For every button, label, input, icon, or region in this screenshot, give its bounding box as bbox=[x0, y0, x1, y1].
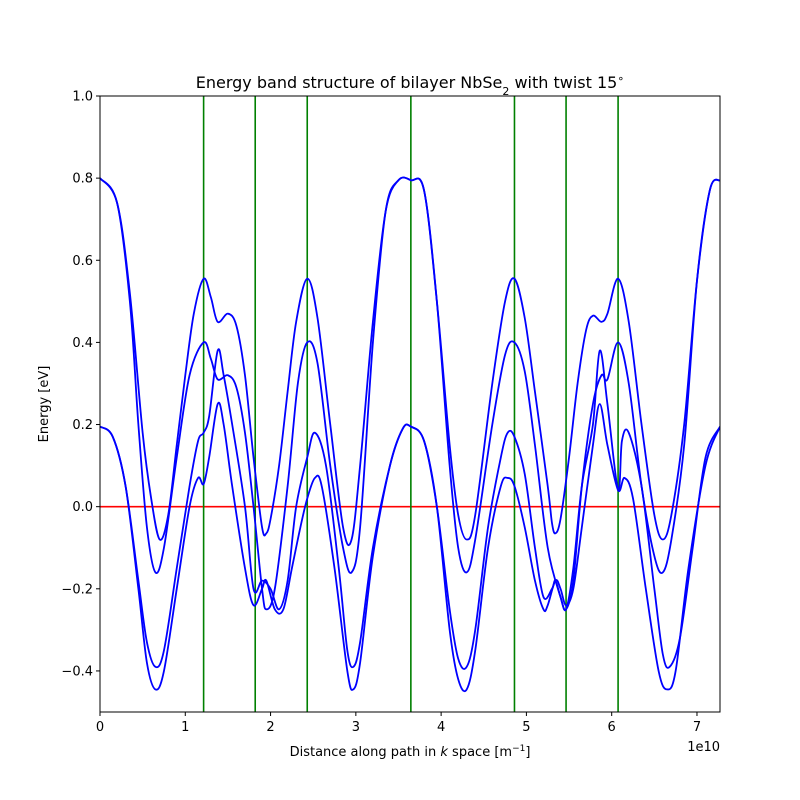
y-tick-label: −0.4 bbox=[61, 664, 93, 679]
y-axis-ticks: −0.4 −0.2 0.0 0.2 0.4 0.6 0.8 1.0 bbox=[61, 90, 100, 679]
chart-title-subscript: 2 bbox=[502, 85, 509, 98]
y-tick-label: −0.2 bbox=[61, 582, 93, 597]
y-tick-label: 0.6 bbox=[72, 254, 93, 269]
x-axis-label-exponent: −1 bbox=[512, 744, 525, 754]
x-tick-label: 3 bbox=[352, 720, 360, 735]
chart-title-degree: ∘ bbox=[617, 72, 624, 85]
x-axis-label-space: space [m bbox=[448, 745, 512, 760]
x-axis-label-prefix: Distance along path in bbox=[290, 745, 441, 760]
x-tick-label: 5 bbox=[522, 720, 530, 735]
x-tick-label: 4 bbox=[437, 720, 445, 735]
x-tick-label: 6 bbox=[608, 720, 616, 735]
x-offset-label: 1e10 bbox=[687, 740, 720, 755]
plot-area bbox=[100, 96, 720, 712]
x-tick-label: 0 bbox=[96, 720, 104, 735]
x-axis-label-suffix: ] bbox=[525, 745, 530, 760]
x-tick-label: 7 bbox=[693, 720, 701, 735]
x-axis-label: Distance along path in k space [m−1] bbox=[290, 744, 531, 760]
y-tick-label: 0.0 bbox=[72, 500, 93, 515]
chart-title-suffix: with twist 15 bbox=[509, 73, 617, 92]
y-axis-label: Energy [eV] bbox=[37, 366, 52, 443]
energy-band-4 bbox=[100, 401, 720, 693]
energy-band-2 bbox=[100, 176, 720, 611]
x-tick-label: 2 bbox=[266, 720, 274, 735]
chart-title: Energy band structure of bilayer NbSe2 w… bbox=[196, 72, 624, 98]
y-tick-label: 0.4 bbox=[72, 336, 93, 351]
x-axis-label-k: k bbox=[440, 745, 448, 760]
y-tick-label: 0.2 bbox=[72, 418, 93, 433]
y-tick-label: 1.0 bbox=[72, 90, 93, 105]
chart-title-main: Energy band structure of bilayer NbSe bbox=[196, 73, 503, 92]
x-tick-label: 1 bbox=[181, 720, 189, 735]
y-tick-label: 0.8 bbox=[72, 172, 93, 187]
axes-frame bbox=[99, 95, 721, 713]
x-axis-ticks: 0 1 2 3 4 5 6 7 bbox=[96, 712, 701, 735]
